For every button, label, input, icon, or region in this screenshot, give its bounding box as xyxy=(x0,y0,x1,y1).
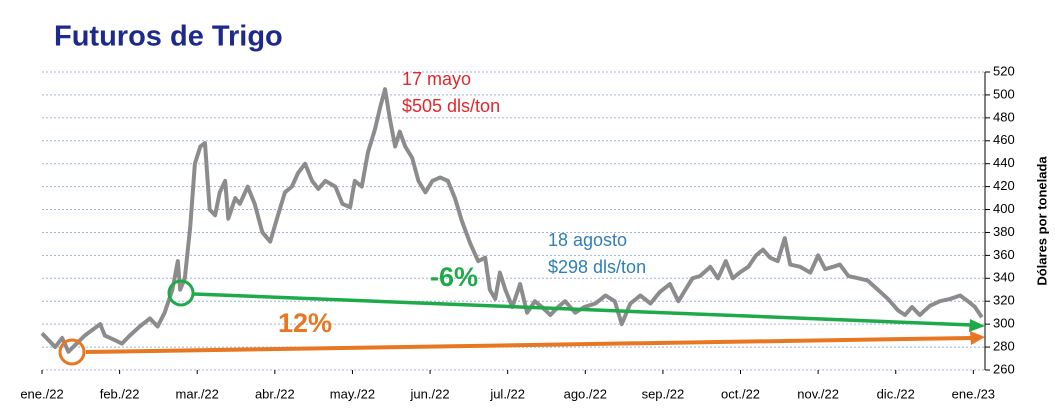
trend-arrow xyxy=(85,336,973,354)
plot-area: 260 280 300 320 340 360 380 400 420 440 460 480 500 5… xyxy=(20,63,1014,401)
y-tick-label: 520 xyxy=(993,63,1015,78)
x-tick-label: sep./22 xyxy=(642,386,685,401)
annotation: $505 dls/ton xyxy=(402,96,500,116)
arrow-head xyxy=(969,319,985,332)
y-tick-label: 400 xyxy=(993,201,1015,216)
x-tick-label: jul./22 xyxy=(489,386,525,401)
y-tick-label: 480 xyxy=(993,109,1015,124)
x-tick-label: jun./22 xyxy=(410,386,450,401)
x-tick-label: ene./22 xyxy=(20,386,63,401)
y-tick-label: 420 xyxy=(993,178,1015,193)
y-tick-label: 360 xyxy=(993,247,1015,262)
trend-arrow xyxy=(193,292,973,327)
y-tick-label: 460 xyxy=(993,132,1015,147)
y-tick-label: 280 xyxy=(993,339,1015,354)
y-tick-label: 340 xyxy=(993,270,1015,285)
x-tick-label: mar./22 xyxy=(176,386,219,401)
annotation: 18 agosto xyxy=(548,230,627,250)
y-tick-label: 260 xyxy=(993,361,1015,376)
y-tick-label: 440 xyxy=(993,155,1015,170)
marker-circle xyxy=(167,279,195,307)
x-tick-label: ago./22 xyxy=(564,386,607,401)
marker-circle xyxy=(58,338,86,366)
annotation: 17 mayo xyxy=(402,69,471,89)
y-tick-label: 320 xyxy=(993,293,1015,308)
y-tick-label: 500 xyxy=(993,86,1015,101)
x-tick-label: feb./22 xyxy=(100,386,140,401)
series-line xyxy=(40,87,984,354)
x-tick-label: ene./23 xyxy=(952,386,995,401)
y-axis-label: Dólares por tonelada xyxy=(1034,156,1049,286)
y-tick-label: 300 xyxy=(993,316,1015,331)
y-tick-label: 380 xyxy=(993,224,1015,239)
x-tick-label: abr./22 xyxy=(255,386,295,401)
x-tick-label: dic./22 xyxy=(877,386,915,401)
x-tick-label: nov./22 xyxy=(797,386,839,401)
annotation: 12% xyxy=(278,308,332,338)
annotation: $298 dls/ton xyxy=(548,257,646,277)
x-tick-label: may./22 xyxy=(330,386,375,401)
annotation: -6% xyxy=(430,262,478,292)
chart-title: Futuros de Trigo xyxy=(54,21,283,53)
arrow-head xyxy=(970,331,985,345)
x-tick-label: oct./22 xyxy=(721,386,760,401)
